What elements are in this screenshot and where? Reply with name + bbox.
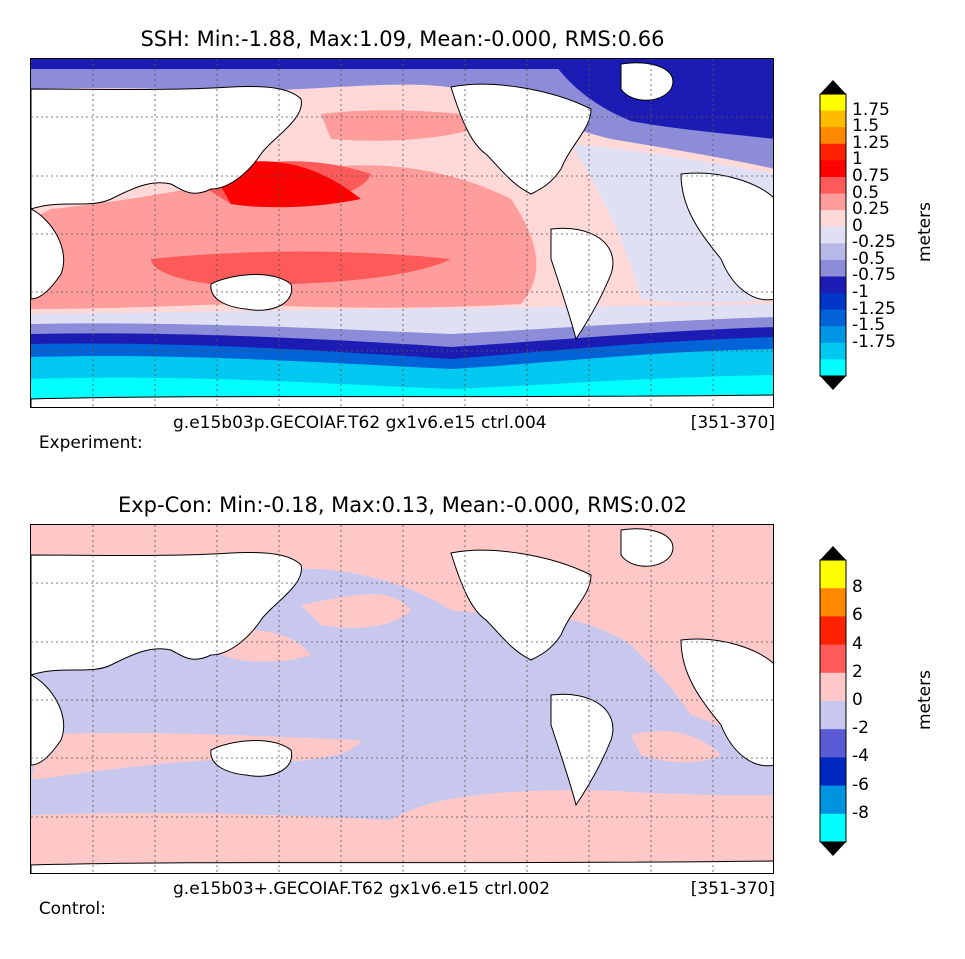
panel1-colorbar-swatch [820, 309, 846, 327]
panel2-colorbar-over [820, 546, 846, 560]
panel2-title: Exp-Con: Min:-0.18, Max:0.13, Mean:-0.00… [117, 493, 687, 517]
panel2-footer-case: g.e15b03+.GECOIAF.T62 gx1v6.e15 ctrl.002 [173, 879, 551, 899]
panel1-colorbar-tick-label: 0 [852, 215, 863, 236]
panel2-colorbar-tick-label: -6 [852, 774, 869, 795]
panel2-footer: Control: g.e15b03+.GECOIAF.T62 gx1v6.e15… [28, 879, 775, 959]
panel1-colorbar-svg [819, 80, 847, 390]
panel1-colorbar-tick-label: 0.75 [852, 165, 890, 186]
panel2-colorbar-tick-label: -4 [852, 746, 869, 767]
panel1-colorbar-tick-label: -0.75 [852, 265, 896, 286]
panel2-colorbar-swatch [820, 672, 846, 702]
panel2-colorbar-swatch [820, 560, 846, 589]
panel1-colorbar-swatch [820, 226, 846, 244]
panel1-colorbar-swatch [820, 193, 846, 211]
panel1-colorbar-tick-label: 1.75 [852, 99, 890, 120]
panel1-colorbar-swatch [820, 127, 846, 145]
panel1-colorbar-swatch [820, 359, 846, 377]
panel1-colorbar-swatch [820, 342, 846, 360]
panel2-colorbar-swatch [820, 729, 846, 758]
panel2-footer-label: Control: [38, 899, 106, 919]
panel1-colorbar-swatch [820, 94, 846, 112]
panel1-colorbar-swatch [820, 276, 846, 294]
panel1-colorbar-units: meters [915, 202, 935, 262]
panel1-footer-label: Experiment: [38, 433, 143, 453]
panel1-colorbar-tick-label: -0.25 [852, 232, 896, 253]
panel2-colorbar-swatch [820, 644, 846, 674]
panel1-colorbar-swatch [820, 243, 846, 261]
panel1-colorbar-swatch [820, 210, 846, 228]
panel2-colorbar-swatch [820, 757, 846, 787]
panel1-footer-case: g.e15b03p.GECOIAF.T62 gx1v6.e15 ctrl.004 [173, 413, 547, 433]
panel2-colorbar-swatch [820, 785, 846, 815]
panel1-colorbar-swatch [820, 160, 846, 178]
panel2-colorbar-tick-label: -8 [852, 802, 869, 823]
panel2-colorbar-tick-label: 2 [852, 661, 863, 682]
panel1-colorbar-tick-label: 0.5 [852, 182, 880, 203]
panel1-colorbar-tick-label: 1 [852, 149, 863, 170]
panel1-title: SSH: Min:-1.88, Max:1.09, Mean:-0.000, R… [140, 27, 665, 51]
panel2-colorbar-units: meters [915, 670, 935, 730]
panel1-colorbar-tick-label: 0.25 [852, 199, 890, 220]
panel1-colorbar-tick-label: -1.75 [852, 331, 896, 352]
ssh-map [30, 58, 774, 408]
panel2-colorbar-swatch [820, 701, 846, 730]
panel2-footer-years: [351-370] [690, 879, 775, 899]
panel1-colorbar-swatch [820, 293, 846, 311]
panel2-colorbar-tick-label: 8 [852, 577, 863, 598]
panel1-colorbar-tick-label: -0.5 [852, 248, 886, 269]
panel2-colorbar-tick-label: 0 [852, 690, 863, 710]
panel1-colorbar-tick-label: -1.5 [852, 315, 886, 336]
panel1-colorbar-tick-label: 1.5 [852, 116, 880, 137]
panel1-colorbar-under [820, 376, 846, 390]
panel1-colorbar-swatch [820, 176, 846, 195]
panel1-colorbar-swatch [820, 259, 846, 277]
panel1-footer-years: [351-370] [690, 413, 775, 433]
panel1-colorbar-swatch [820, 143, 846, 161]
panel2-colorbar [818, 546, 848, 860]
panel2-colorbar-tick-label: -2 [852, 718, 869, 739]
panel1-colorbar-swatch [820, 326, 846, 344]
diff-map [30, 524, 774, 874]
panel2-colorbar-tick-label: 4 [852, 633, 863, 654]
panel2-colorbar-swatch [820, 588, 846, 617]
panel1-footer: Experiment: g.e15b03p.GECOIAF.T62 gx1v6.… [28, 413, 775, 493]
panel2-colorbar-under [820, 842, 846, 856]
panel2-colorbar-svg [819, 546, 847, 856]
panel1-colorbar-over [820, 80, 846, 94]
panel2-colorbar-swatch [820, 813, 846, 843]
panel2-colorbar-swatch [820, 616, 846, 646]
panel1-colorbar-swatch [820, 110, 846, 128]
panel2-colorbar-tick-label: 6 [852, 605, 863, 626]
panel1-colorbar [818, 80, 848, 394]
panel1-colorbar-tick-label: -1.25 [852, 298, 896, 319]
panel1-colorbar-tick-label: -1 [852, 282, 869, 303]
panel1-colorbar-tick-label: 1.25 [852, 132, 890, 153]
